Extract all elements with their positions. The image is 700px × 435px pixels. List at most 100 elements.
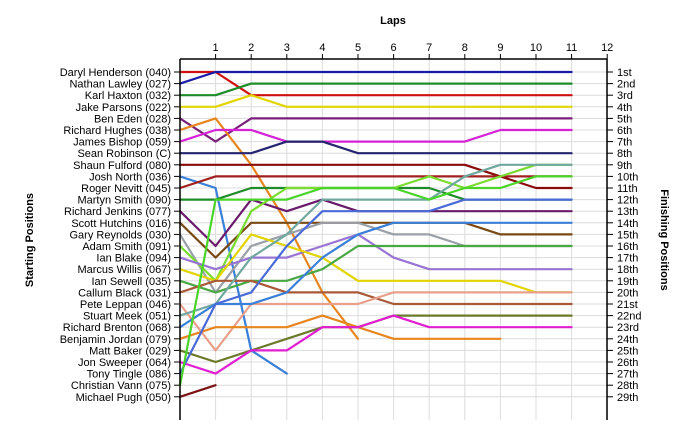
series-line-11 xyxy=(178,175,573,190)
lap-tick-label: 3 xyxy=(284,42,290,54)
start-position-label: Gary Reynolds (030) xyxy=(70,229,172,241)
finish-position-label: 19th xyxy=(617,276,638,288)
start-position-label: Shaun Fulford (080) xyxy=(73,160,171,172)
series-line-24 xyxy=(178,314,502,340)
finish-position-label: 12th xyxy=(617,195,638,207)
series-line-14 xyxy=(178,221,573,259)
finish-position-label: 22nd xyxy=(617,311,641,323)
finish-position-label: 15th xyxy=(617,229,638,241)
series-line-9 xyxy=(178,163,573,190)
start-position-label: Sean Robinson (C) xyxy=(77,148,171,160)
start-position-label: Ben Eden (028) xyxy=(94,113,171,125)
finish-position-label: 3rd xyxy=(617,90,633,102)
series-line-12 xyxy=(178,186,573,201)
finish-position-label: 7th xyxy=(617,137,632,149)
series-line-3 xyxy=(178,82,573,97)
lap-tick-label: 1 xyxy=(213,42,219,54)
finish-position-label: 29th xyxy=(617,392,638,404)
finish-position-label: 23rd xyxy=(617,322,639,334)
finish-position-label: 11th xyxy=(617,183,638,195)
series-line-18 xyxy=(178,233,573,294)
finish-position-label: 24th xyxy=(617,334,638,346)
start-position-label: Ian Blake (094) xyxy=(96,253,171,265)
start-position-label: Richard Brenton (068) xyxy=(63,322,171,334)
lap-tick-label: 12 xyxy=(601,42,613,54)
start-position-label: Roger Nevitt (045) xyxy=(81,183,171,195)
lap-tick-label: 4 xyxy=(319,42,325,54)
series-line-2 xyxy=(178,70,573,85)
series-line-19 xyxy=(178,244,573,294)
finish-position-label: 1st xyxy=(617,67,632,79)
start-position-label: Josh North (036) xyxy=(89,171,171,183)
finish-position-label: 20th xyxy=(617,287,638,299)
right-axis-label: Finishing Positions xyxy=(658,189,670,290)
start-position-label: Scott Hutchins (016) xyxy=(71,218,171,230)
finish-position-label: 25th xyxy=(617,345,638,357)
series-line-8 xyxy=(178,140,573,155)
finish-position-label: 28th xyxy=(617,380,638,392)
start-position-label: Nathan Lawley (027) xyxy=(69,79,171,91)
start-position-label: Benjamin Jordan (079) xyxy=(60,334,171,346)
start-position-label: Ian Sewell (035) xyxy=(92,276,172,288)
finish-position-label: 21st xyxy=(617,299,638,311)
finish-position-label: 16th xyxy=(617,241,638,253)
top-axis-label: Laps xyxy=(380,15,406,27)
start-position-label: Stuart Meek (051) xyxy=(83,311,171,323)
series-line-21 xyxy=(178,291,573,352)
finish-position-label: 27th xyxy=(617,369,638,381)
finish-position-label: 2nd xyxy=(617,79,635,91)
start-position-label: Richard Jenkins (077) xyxy=(64,206,171,218)
lap-tick-label: 2 xyxy=(248,42,254,54)
start-position-label: Jake Parsons (022) xyxy=(76,102,171,114)
series-line-22 xyxy=(178,163,573,317)
lap-tick-label: 7 xyxy=(426,42,432,54)
start-position-label: Richard Hughes (038) xyxy=(63,125,171,137)
start-position-label: James Bishop (059) xyxy=(73,137,171,149)
start-position-label: Jon Sweeper (064) xyxy=(78,357,171,369)
series-lines xyxy=(178,70,573,398)
series-line-4 xyxy=(178,94,573,108)
start-position-label: Karl Haxton (032) xyxy=(85,90,171,102)
finish-position-labels: 1st2nd3rd4th5th6th7th8th9th10th11th12th1… xyxy=(607,67,641,404)
finish-position-label: 8th xyxy=(617,148,632,160)
finish-position-label: 5th xyxy=(617,113,632,125)
finish-position-label: 9th xyxy=(617,160,632,172)
start-position-label: Daryl Henderson (040) xyxy=(60,67,171,79)
series-line-29 xyxy=(178,384,217,398)
finish-position-label: 10th xyxy=(617,171,638,183)
start-position-label: Christian Vann (075) xyxy=(71,380,171,392)
start-position-label: Marcus Willis (067) xyxy=(77,264,171,276)
plot-frame xyxy=(179,58,608,420)
series-line-26 xyxy=(178,314,573,375)
finish-position-label: 4th xyxy=(617,102,632,114)
finish-position-label: 18th xyxy=(617,264,638,276)
start-position-label: Pete Leppan (046) xyxy=(80,299,171,311)
start-position-label: Adam Smith (091) xyxy=(82,241,171,253)
grid xyxy=(180,59,608,420)
finish-position-label: 6th xyxy=(617,125,632,137)
finish-position-label: 26th xyxy=(617,357,638,369)
series-line-5 xyxy=(178,117,573,143)
left-axis-label: Starting Positions xyxy=(24,193,36,287)
lap-tick-label: 10 xyxy=(530,42,542,54)
series-line-7 xyxy=(178,128,573,143)
lap-tick-label: 8 xyxy=(462,42,468,54)
start-position-label: Tony Tingle (086) xyxy=(87,369,171,381)
start-position-labels: Daryl Henderson (040)Nathan Lawley (027)… xyxy=(60,67,180,404)
finish-position-label: 17th xyxy=(617,253,638,265)
series-line-23 xyxy=(178,221,573,329)
series-line-27 xyxy=(178,198,573,375)
finish-position-label: 13th xyxy=(617,206,638,218)
lap-tick-label: 9 xyxy=(497,42,503,54)
start-position-label: Callum Black (031) xyxy=(78,287,171,299)
finish-position-label: 14th xyxy=(617,218,638,230)
lap-tick-label: 11 xyxy=(566,42,577,54)
lap-tick-label: 6 xyxy=(391,42,397,54)
series-line-28 xyxy=(178,175,573,387)
start-position-label: Michael Pugh (050) xyxy=(76,392,171,404)
lap-tick-labels: 1 2 3 4 5 6 7 8 9 10 11 12 xyxy=(213,42,613,59)
series-line-6 xyxy=(178,117,360,340)
start-position-label: Matt Baker (029) xyxy=(89,345,171,357)
series-line-1 xyxy=(178,70,573,97)
